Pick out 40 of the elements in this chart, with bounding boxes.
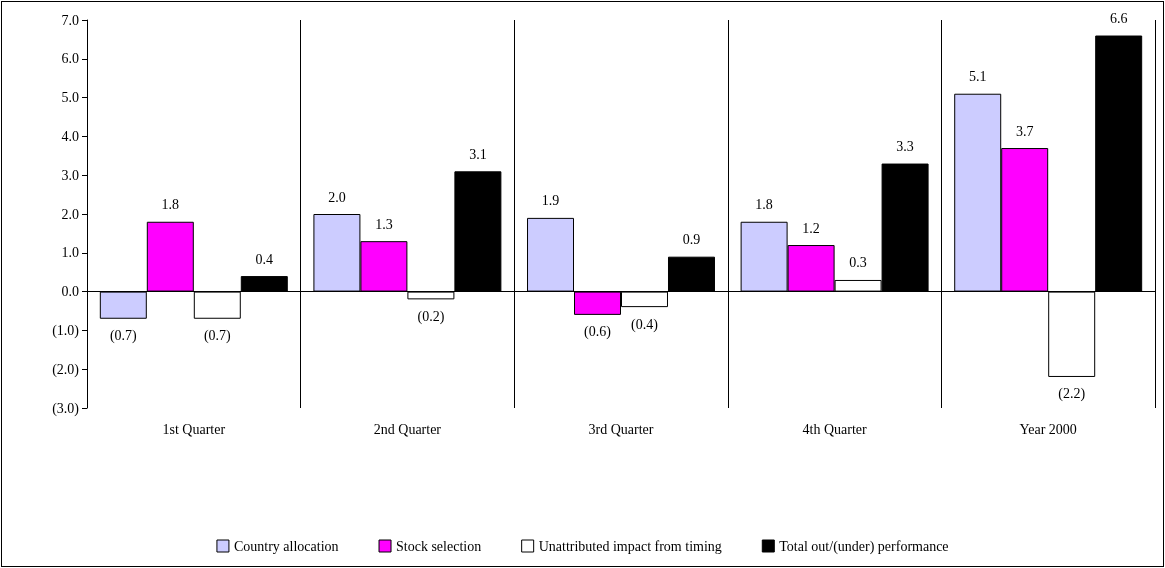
y-tick-label: 7.0 <box>61 12 79 28</box>
data-label: (0.7) <box>203 328 232 345</box>
data-label: 6.6 <box>1109 11 1128 27</box>
y-tick-label: 1.0 <box>61 245 79 261</box>
data-label: 5.1 <box>968 69 987 85</box>
data-label: 3.3 <box>896 139 914 155</box>
y-tick-label: 4.0 <box>61 128 79 144</box>
x-tick-label: 3rd Quarter <box>588 421 654 437</box>
y-tick-label: (3.0) <box>52 400 80 417</box>
legend-label: Stock selection <box>396 538 482 554</box>
data-label: 0.3 <box>849 255 867 271</box>
y-tick-label: 2.0 <box>61 206 79 222</box>
data-label: (0.6) <box>584 324 612 341</box>
data-label: 1.9 <box>541 193 560 209</box>
x-tick-label: Year 2000 <box>1019 421 1077 437</box>
data-label: 1.8 <box>161 197 180 213</box>
data-label: (0.4) <box>631 316 659 333</box>
legend-label: Unattributed impact from timing <box>538 538 722 554</box>
data-label: (2.2) <box>1058 386 1086 403</box>
data-label: 3.1 <box>469 146 487 162</box>
legend-label: Total out/(under) performance <box>779 538 949 555</box>
y-tick-label: 3.0 <box>61 167 79 183</box>
data-label: (0.2) <box>417 308 445 325</box>
y-tick-label: 5.0 <box>61 90 79 106</box>
data-label: 1.2 <box>802 220 820 236</box>
data-label: 3.7 <box>1015 123 1034 139</box>
x-tick-label: 2nd Quarter <box>373 421 442 437</box>
legend-label: Country allocation <box>233 538 339 554</box>
x-tick-label: 4th Quarter <box>802 421 867 437</box>
data-label: (0.7) <box>109 328 138 345</box>
x-tick-label: 1st Quarter <box>162 421 226 437</box>
data-label: 2.0 <box>328 189 346 205</box>
y-tick-label: 0.0 <box>61 284 79 300</box>
data-label: 1.3 <box>375 216 393 232</box>
y-tick-label: (1.0) <box>52 322 80 339</box>
data-label: 1.8 <box>755 197 773 213</box>
y-tick-label: 6.0 <box>61 51 79 67</box>
y-tick-label: (2.0) <box>52 361 80 378</box>
data-label: 0.4 <box>255 251 274 267</box>
data-label: 0.9 <box>682 232 701 248</box>
